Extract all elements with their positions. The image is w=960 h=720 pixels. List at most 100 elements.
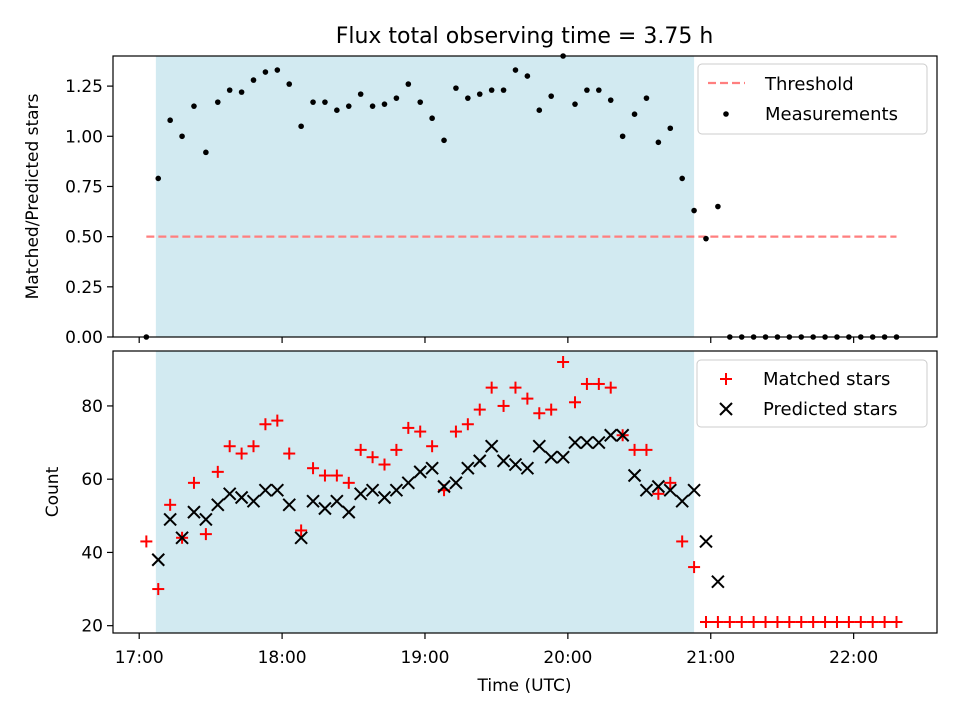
predicted-star-point [449, 476, 463, 490]
top-measurements-group [143, 53, 900, 340]
bottom-ylabel: Count [43, 466, 63, 517]
matched-star-point [235, 447, 248, 460]
predicted-star-point [163, 512, 177, 527]
matched-star-point [378, 458, 391, 471]
matched-star-point [652, 487, 665, 500]
measurement-point [167, 117, 173, 124]
predicted-star-point [568, 435, 582, 450]
measurement-point [465, 95, 471, 101]
predicted-star-point [330, 494, 344, 508]
top-x-ticks [138, 337, 855, 343]
measurement-point [369, 103, 376, 109]
matched-star-point [699, 616, 712, 629]
measurement-point [572, 101, 578, 107]
bottom-shaded-span [155, 351, 695, 633]
measurement-point [476, 91, 483, 97]
measurement-point [584, 87, 590, 93]
legend-predicted-swatch [719, 402, 733, 416]
matched-star-point [545, 403, 558, 416]
measurement-point [262, 69, 269, 75]
bottom-x-axis: 17:00 18:00 19:00 20:00 21:00 22:00 [115, 633, 878, 668]
matched-star-point [878, 616, 891, 629]
predicted-star-point [413, 465, 427, 479]
matched-star-point [426, 440, 439, 453]
predicted-star-point [353, 487, 368, 501]
matched-star-point [354, 443, 367, 456]
y-tick-label: 0.75 [65, 177, 103, 197]
y-tick-label: 0.00 [65, 328, 103, 348]
predicted-star-point [258, 483, 273, 497]
predicted-star-point [627, 468, 642, 483]
matched-star-point [604, 381, 617, 394]
measurement-point [214, 99, 221, 105]
predicted-star-point [222, 487, 237, 501]
measurement-point [203, 149, 209, 156]
predicted-star-point [556, 450, 570, 464]
predicted-star-point [199, 512, 213, 527]
y-tick-label: 80 [81, 397, 103, 417]
matched-star-point [747, 616, 760, 629]
matched-star-point [842, 616, 855, 629]
predicted-star-point [663, 483, 677, 497]
measurement-point [596, 87, 602, 93]
measurement-point [155, 175, 162, 182]
bottom-markers-group [140, 355, 903, 629]
predicted-star-point [377, 490, 392, 505]
bottom-y-axis: 20 40 60 80 [81, 397, 113, 637]
measurement-point [298, 123, 304, 130]
measurement-point [345, 103, 352, 109]
measurement-point [191, 103, 197, 109]
matched-star-point [723, 616, 736, 629]
matched-star-point [449, 425, 462, 438]
measurement-point [274, 67, 281, 73]
measurement-point [286, 81, 293, 87]
matched-star-point [854, 616, 867, 629]
measurement-point [512, 67, 519, 73]
predicted-star-point [389, 483, 404, 497]
predicted-star-point [496, 454, 511, 468]
top-legend: Threshold Measurements [697, 63, 928, 135]
measurement-point [631, 111, 638, 118]
predicted-star-point [580, 435, 594, 450]
matched-star-point [533, 407, 546, 420]
x-tick-label: 17:00 [115, 648, 164, 668]
measurement-point [524, 73, 531, 79]
matched-star-point [509, 381, 522, 394]
measurement-point [322, 99, 328, 105]
y-tick-label: 0.25 [65, 278, 103, 298]
matched-star-point [271, 414, 284, 427]
matched-star-point [521, 392, 534, 405]
x-tick-label: 19:00 [400, 648, 449, 668]
matched-star-point [497, 399, 510, 412]
matched-star-point [390, 443, 403, 456]
matched-star-point [164, 498, 177, 511]
x-tick-label: 22:00 [829, 648, 878, 668]
x-tick-label: 18:00 [258, 648, 307, 668]
matched-star-point [795, 616, 808, 629]
matched-star-point [807, 616, 820, 629]
bottom-legend-frame [696, 359, 928, 428]
measurement-point [715, 203, 721, 210]
measurement-point [643, 95, 650, 101]
y-tick-label: 60 [81, 470, 103, 490]
matched-star-point [485, 381, 498, 394]
predicted-star-point [687, 483, 701, 497]
matched-star-point [592, 377, 605, 390]
matched-star-point [759, 616, 772, 629]
predicted-star-point [282, 498, 296, 512]
predicted-star-point [151, 553, 165, 567]
matched-star-point [199, 528, 212, 541]
predicted-star-point [175, 531, 189, 545]
matched-star-point [771, 616, 784, 629]
predicted-star-point [187, 505, 201, 519]
x-axis-label: Time (UTC) [477, 676, 572, 696]
predicted-star-point [520, 461, 535, 475]
measurement-point [500, 87, 507, 93]
measurement-point [179, 133, 185, 140]
measurement-point [334, 107, 340, 113]
matched-star-point [783, 616, 796, 629]
predicted-star-point [401, 476, 416, 490]
measurement-point [226, 87, 233, 93]
